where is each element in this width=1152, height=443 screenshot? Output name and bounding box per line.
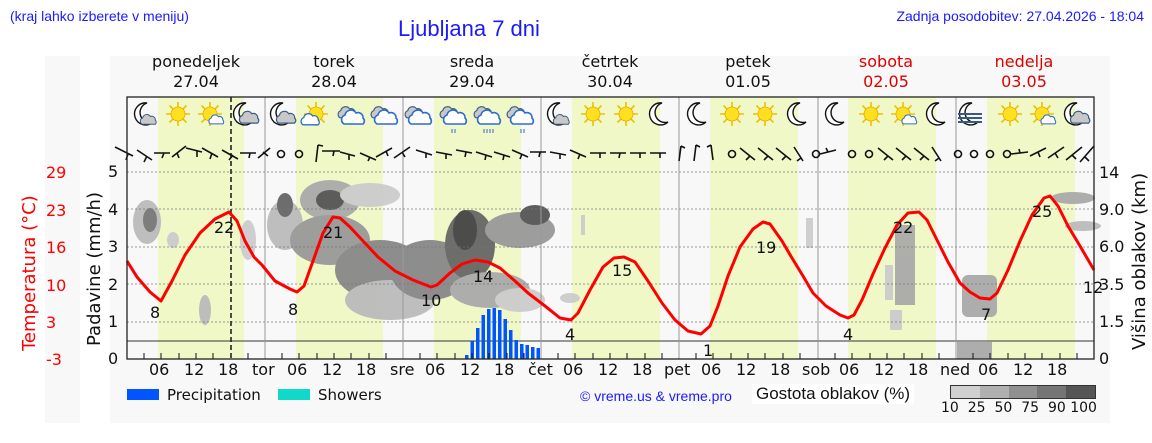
hour-label: 12 (736, 360, 757, 379)
day-dividers (264, 97, 957, 359)
hour-label: 18 (632, 360, 653, 379)
day-headers: ponedeljek 27.04 torek 28.04 sreda 29.04 če… (127, 52, 1094, 94)
hour-label: 18 (770, 360, 791, 379)
precipitation-swatch (127, 389, 159, 400)
svg-text:4: 4 (843, 325, 853, 344)
temp-axis-label: Temperatura (°C) (19, 195, 40, 351)
svg-text:7: 7 (981, 305, 991, 324)
hour-label: 18 (218, 360, 239, 379)
svg-text:4: 4 (565, 325, 575, 344)
svg-text:19: 19 (756, 238, 776, 257)
cloud-height-tick: 9.0 (1099, 200, 1125, 219)
showers-swatch (278, 389, 310, 400)
svg-text:8: 8 (288, 300, 298, 319)
temperature-labels: 8 22 8 21 10 14 4 15 1 19 4 22 7 25 12 (150, 202, 1103, 360)
copyright-link[interactable]: © vreme.us & vreme.pro (580, 388, 732, 404)
day-short-label: tor (252, 360, 275, 379)
hour-label: 12 (598, 360, 619, 379)
day-short-label: ned (940, 360, 971, 379)
precip-tick: 5 (108, 162, 119, 181)
page-title: Ljubljana 7 dni (398, 16, 540, 41)
cloud-height-axis-label: Višina oblakov (km) (1129, 172, 1150, 350)
day-short-label: pet (664, 360, 691, 379)
svg-text:15: 15 (612, 261, 632, 280)
hour-label: 12 (322, 360, 343, 379)
precip-axis-label: Padavine (mm/h) (84, 192, 105, 346)
svg-text:22: 22 (893, 218, 913, 237)
temp-tick: 29 (46, 163, 67, 182)
svg-text:12: 12 (1083, 278, 1103, 297)
daylight-bands (158, 97, 1075, 359)
hour-label: 06 (563, 360, 584, 379)
svg-text:25: 25 (1032, 202, 1052, 221)
temp-tick: 23 (46, 201, 67, 220)
showers-legend-label: Showers (318, 386, 382, 404)
day-header-0: ponedeljek 27.04 (152, 52, 240, 91)
svg-text:14: 14 (473, 267, 493, 286)
temperature-line (125, 194, 1096, 336)
temp-axis-panel (45, 56, 80, 423)
hour-label: 12 (460, 360, 481, 379)
day-header-5: sobota 02.05 (858, 52, 914, 91)
hour-label: 12 (184, 360, 205, 379)
hour-label: 12 (874, 360, 895, 379)
cloud-height-tick: 3.5 (1099, 275, 1125, 294)
hour-label: 06 (287, 360, 308, 379)
temp-axis-ticks: 29 23 16 10 3 -3 (46, 160, 76, 370)
temp-tick: -3 (46, 350, 62, 369)
day-header-6: nedelja 03.05 (994, 52, 1054, 91)
precip-tick: 4 (108, 200, 119, 219)
cloud-height-tick: 14 (1099, 163, 1120, 182)
svg-text:8: 8 (150, 303, 160, 322)
day-header-2: sreda 29.04 (449, 52, 495, 91)
svg-text:10: 10 (421, 291, 441, 310)
hour-label: 12 (1013, 360, 1034, 379)
svg-text:21: 21 (323, 223, 343, 242)
cloud-density-scale (950, 385, 1096, 399)
day-short-label: sre (390, 360, 415, 379)
region-hint-link[interactable]: (kraj lahko izberete v meniju) (10, 8, 189, 24)
svg-text:1: 1 (703, 341, 713, 360)
cloud-density-ticks: 10 25 50 75 90 100 (941, 400, 1097, 416)
weather-icons (133, 101, 1091, 133)
svg-text:22: 22 (214, 218, 234, 237)
cloud-height-axis-ticks: 14 9.0 6.0 3.5 1.5 0 (1099, 160, 1139, 370)
day-header-4: petek 01.05 (725, 52, 771, 91)
precip-tick: 1 (108, 312, 119, 331)
hour-label: 18 (356, 360, 377, 379)
cloud-height-tick: 0 (1099, 349, 1110, 368)
precipitation-legend-label: Precipitation (167, 386, 261, 404)
hour-label: 18 (1047, 360, 1068, 379)
cloud-height-tick: 1.5 (1099, 312, 1125, 331)
precip-axis-ticks: 5 4 3 2 1 0 (108, 160, 124, 370)
temp-tick: 16 (46, 238, 67, 257)
hour-label: 18 (494, 360, 515, 379)
precipitation-bars (465, 308, 540, 359)
hour-label: 18 (908, 360, 929, 379)
last-update: Zadnja posodobitev: 27.04.2026 - 18:04 (896, 8, 1144, 24)
hour-label: 06 (839, 360, 860, 379)
precip-tick: 2 (108, 275, 119, 294)
cloud-height-tick: 6.0 (1099, 237, 1125, 256)
cloud-density-blobs (133, 180, 1101, 359)
day-header-1: torek 28.04 (311, 52, 357, 91)
x-axis-labels: 06 12 18 tor 06 12 18 sre 06 12 18 čet 0… (127, 360, 1094, 382)
gridlines (127, 171, 1094, 323)
day-short-label: čet (528, 360, 553, 379)
temp-tick: 3 (46, 313, 57, 332)
hour-label: 06 (978, 360, 999, 379)
wind-barbs (114, 144, 1095, 163)
cloud-density-label: Gostota oblakov (%) (752, 384, 915, 404)
day-header-3: četrtek 30.04 (581, 52, 639, 91)
hour-ticks (143, 353, 1078, 359)
hour-label: 06 (149, 360, 170, 379)
day-short-label: sob (802, 360, 831, 379)
hour-label: 06 (701, 360, 722, 379)
temp-tick: 10 (46, 276, 67, 295)
hour-label: 06 (425, 360, 446, 379)
precip-tick: 0 (108, 349, 119, 368)
precip-tick: 3 (108, 237, 119, 256)
